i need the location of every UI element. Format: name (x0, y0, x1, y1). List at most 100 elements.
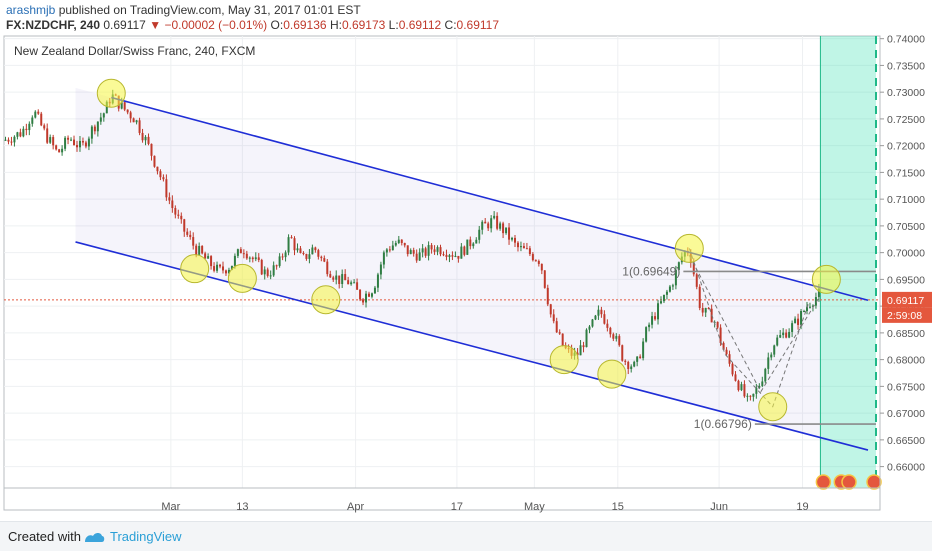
candle-body (669, 287, 671, 292)
candle-body (148, 137, 150, 144)
highlight-circle (181, 255, 209, 283)
candle-body (377, 274, 379, 287)
price-tick-label: 0.66000 (887, 462, 925, 474)
candle-body (344, 274, 346, 280)
candle-body (100, 117, 102, 121)
candle-body (428, 245, 430, 256)
candle-body (642, 342, 644, 359)
candle-body (165, 179, 167, 197)
author-link[interactable]: arashmjb (6, 3, 55, 17)
candle-body (380, 265, 382, 275)
candle-body (368, 294, 370, 297)
candle-body (326, 262, 328, 274)
highlight-circle (598, 360, 626, 388)
candle-body (401, 240, 403, 243)
candle-body (532, 254, 534, 260)
candle-body (353, 282, 355, 283)
candle-body (13, 137, 15, 143)
low-value: 0.69112 (399, 18, 442, 32)
candle-body (466, 240, 468, 255)
candle-body (332, 277, 334, 279)
candle-body (407, 245, 409, 254)
candle-body (791, 323, 793, 332)
time-tick-label: 19 (796, 501, 808, 513)
candle-body (216, 265, 218, 271)
tradingview-link[interactable]: TradingView (110, 529, 182, 544)
last-price-tag-text: 0.69117 (887, 295, 924, 307)
highlight-circle (759, 393, 787, 421)
candle-body (612, 334, 614, 339)
candle-body (505, 227, 507, 233)
footer-bar: Created with TradingView (0, 521, 932, 551)
candle-body (621, 345, 623, 361)
candle-body (404, 243, 406, 245)
candle-body (764, 369, 766, 382)
candle-body (559, 332, 561, 333)
price-tick-label: 0.70500 (887, 221, 925, 233)
candle-body (294, 238, 296, 250)
candle-body (606, 324, 608, 328)
candle-body (600, 310, 602, 314)
candle-body (267, 269, 269, 275)
candle-body (210, 256, 212, 266)
candle-body (356, 282, 358, 289)
candle-body (362, 299, 364, 302)
candle-body (672, 285, 674, 286)
candle-body (153, 156, 155, 167)
candle-body (586, 330, 588, 347)
candle-body (246, 254, 248, 259)
candle-body (442, 254, 444, 255)
candle-body (541, 264, 543, 270)
published-text: published on TradingView.com, May 31, 20… (59, 3, 361, 17)
countdown-tag-text: 2:59:08 (887, 310, 922, 322)
candle-body (103, 113, 105, 117)
candle-body (323, 258, 325, 262)
close-value: 0.69117 (457, 18, 500, 32)
candle-body (484, 222, 486, 224)
candle-body (639, 357, 641, 359)
candle-body (347, 280, 349, 284)
level-label: 1(0.66796) (694, 417, 752, 431)
price-tick-label: 0.74000 (887, 34, 925, 46)
candle-body (296, 248, 298, 250)
candle-body (67, 138, 69, 140)
candle-body (258, 257, 260, 260)
price-tick-label: 0.72000 (887, 141, 925, 153)
event-badge-icon (842, 475, 856, 489)
candle-body (285, 252, 287, 257)
candle-body (19, 132, 21, 136)
candle-body (726, 350, 728, 354)
candle-body (776, 338, 778, 346)
candle-body (618, 336, 620, 345)
candle-body (550, 304, 552, 314)
candle-body (288, 237, 290, 252)
candle-body (317, 250, 319, 257)
price-tick-label: 0.71000 (887, 194, 925, 206)
candle-body (264, 269, 266, 274)
candle-body (4, 140, 6, 141)
candle-body (127, 110, 129, 113)
event-badge-icon (867, 475, 881, 489)
candle-body (270, 275, 272, 276)
price-tick-label: 0.70000 (887, 248, 925, 260)
created-with-text: Created with (8, 529, 81, 544)
candle-body (55, 145, 57, 149)
candle-body (82, 141, 84, 142)
candle-body (624, 361, 626, 362)
candle-body (282, 256, 284, 257)
open-value: 0.69136 (283, 18, 326, 32)
candle-body (666, 292, 668, 295)
candle-body (594, 316, 596, 320)
price-chart[interactable]: 1(0.69649) 1(0.66796) 0.74000 0.73500 0.730… (0, 33, 932, 521)
candle-body (752, 394, 754, 397)
symbol-name: FX:NZDCHF, 240 (6, 18, 100, 32)
candle-body (183, 219, 185, 231)
candle-body (779, 335, 781, 338)
candle-body (341, 274, 343, 284)
candle-body (425, 248, 427, 255)
candle-body (299, 248, 301, 253)
candle-body (180, 216, 182, 219)
event-badge-icon (816, 475, 830, 489)
candle-body (699, 287, 701, 308)
candle-body (705, 308, 707, 313)
